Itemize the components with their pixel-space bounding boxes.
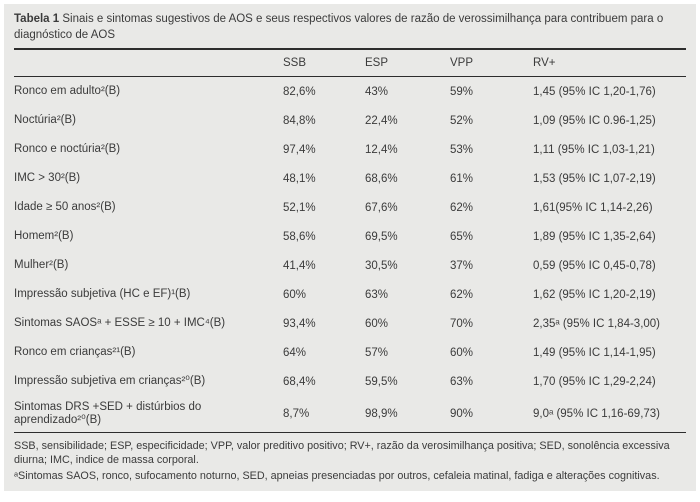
table-caption: Sinais e sintomas sugestivos de AOS e se… <box>14 13 664 41</box>
cell-ssb: 82,6% <box>283 85 316 98</box>
table-row: Ronco em adulto²(B) 82,6% 43% 59% 1,45 (… <box>14 77 686 106</box>
table-row: Ronco em crianças²¹(B) 64% 57% 60% 1,49 … <box>14 338 686 367</box>
table-number: Tabela 1 <box>14 13 60 25</box>
table-row: Ronco e noctúria²(B) 97,4% 12,4% 53% 1,1… <box>14 135 686 164</box>
row-label: Impressão subjetiva (HC e EF)¹(B) <box>14 288 191 300</box>
cell-esp: 98,9% <box>365 408 398 420</box>
cell-esp: 59,5% <box>365 375 398 388</box>
table-row: Mulher²(B) 41,4% 30,5% 37% 0,59 (95% IC … <box>14 251 686 280</box>
cell-esp: 22,4% <box>365 114 398 127</box>
cell-esp: 43% <box>365 85 389 98</box>
column-header-esp: ESP <box>365 57 389 69</box>
cell-ssb: 68,4% <box>283 375 316 388</box>
cell-vpp: 53% <box>450 143 474 156</box>
cell-esp: 67,6% <box>365 201 398 214</box>
table-row: Idade ≥ 50 anos²(B) 52,1% 67,6% 62% 1,61… <box>14 193 686 222</box>
table-row: IMC > 30²(B) 48,1% 68,6% 61% 1,53 (95% I… <box>14 164 686 193</box>
table-row: Noctúria²(B) 84,8% 22,4% 52% 1,09 (95% I… <box>14 106 686 135</box>
cell-vpp: 52% <box>450 114 474 127</box>
cell-ssb: 58,6% <box>283 230 316 243</box>
table-row: Sintomas DRS +SED + distúrbios do aprend… <box>14 396 686 432</box>
cell-ssb: 8,7% <box>283 408 310 420</box>
table-row: Sintomas SAOSᵃ + ESSE ≥ 10 + IMC⁴(B) 93,… <box>14 309 686 338</box>
cell-rv: 1,11 (95% IC 1,03-1,21) <box>533 143 655 156</box>
cell-rv: 1,89 (95% IC 1,35-2,64) <box>533 230 656 243</box>
header-rule <box>14 76 686 77</box>
table-title: Tabela 1 Sinais e sintomas sugestivos de… <box>14 11 686 43</box>
cell-esp: 30,5% <box>365 259 398 272</box>
cell-esp: 60% <box>365 317 389 330</box>
cell-vpp: 62% <box>450 201 474 214</box>
cell-ssb: 93,4% <box>283 317 316 330</box>
cell-vpp: 65% <box>450 230 474 243</box>
cell-esp: 57% <box>365 346 389 359</box>
cell-rv: 1,45 (95% IC 1,20-1,76) <box>533 85 656 98</box>
cell-rv: 1,61(95% IC 1,14-2,26) <box>533 201 653 214</box>
cell-esp: 68,6% <box>365 172 398 185</box>
cell-ssb: 60% <box>283 288 307 301</box>
cell-rv: 0,59 (95% IC 0,45-0,78) <box>533 259 656 272</box>
column-header-rv: RV+ <box>533 57 556 69</box>
cell-rv: 9,0ᵃ (95% IC 1,16-69,73) <box>533 408 661 420</box>
cell-esp: 12,4% <box>365 143 398 156</box>
cell-ssb: 64% <box>283 346 307 359</box>
cell-ssb: 84,8% <box>283 114 316 127</box>
row-label: IMC > 30²(B) <box>14 172 81 184</box>
cell-vpp: 62% <box>450 288 474 301</box>
cell-esp: 69,5% <box>365 230 398 243</box>
cell-rv: 1,49 (95% IC 1,14-1,95) <box>533 346 656 359</box>
cell-ssb: 48,1% <box>283 172 316 185</box>
row-label: Impressão subjetiva em crianças²⁰(B) <box>14 375 206 387</box>
footnote-abbreviations: SSB, sensibilidade; ESP, especificidade;… <box>14 440 670 466</box>
cell-rv: 1,09 (95% IC 0.96-1,25) <box>533 114 656 127</box>
row-label: Idade ≥ 50 anos²(B) <box>14 201 116 213</box>
cell-rv: 1,70 (95% IC 1,29-2,24) <box>533 375 656 388</box>
row-label: Noctúria²(B) <box>14 114 76 126</box>
row-label: Ronco e noctúria²(B) <box>14 143 121 155</box>
cell-vpp: 70% <box>450 317 474 330</box>
cell-rv: 1,62 (95% IC 1,20-2,19) <box>533 288 656 301</box>
column-header-ssb: SSB <box>283 57 307 69</box>
row-label: Ronco em adulto²(B) <box>14 85 121 97</box>
top-rule <box>14 48 686 50</box>
cell-ssb: 52,1% <box>283 201 316 214</box>
cell-vpp: 61% <box>450 172 474 185</box>
footnote-symptoms: ᵃSintomas SAOS, ronco, sufocamento notur… <box>14 470 660 482</box>
table-panel: Tabela 1 Sinais e sintomas sugestivos de… <box>4 4 696 491</box>
row-label: Homem²(B) <box>14 230 74 242</box>
row-label: Sintomas DRS +SED + distúrbios do aprend… <box>14 401 202 426</box>
table-row: Homem²(B) 58,6% 69,5% 65% 1,89 (95% IC 1… <box>14 222 686 251</box>
cell-rv: 2,35ᵃ (95% IC 1,84-3,00) <box>533 317 661 330</box>
cell-vpp: 63% <box>450 375 474 388</box>
cell-vpp: 59% <box>450 85 474 98</box>
cell-vpp: 90% <box>450 408 474 420</box>
cell-esp: 63% <box>365 288 389 301</box>
cell-ssb: 97,4% <box>283 143 316 156</box>
table-row: Impressão subjetiva (HC e EF)¹(B) 60% 63… <box>14 280 686 309</box>
table-row: Impressão subjetiva em crianças²⁰(B) 68,… <box>14 367 686 396</box>
row-label: Ronco em crianças²¹(B) <box>14 346 136 358</box>
cell-ssb: 41,4% <box>283 259 316 272</box>
bottom-rule <box>14 432 686 433</box>
header-row: SSB ESP VPP RV+ <box>14 50 686 76</box>
cell-vpp: 37% <box>450 259 474 272</box>
cell-vpp: 60% <box>450 346 474 359</box>
column-header-vpp: VPP <box>450 57 474 69</box>
row-label: Sintomas SAOSᵃ + ESSE ≥ 10 + IMC⁴(B) <box>14 317 226 329</box>
cell-rv: 1,53 (95% IC 1,07-2,19) <box>533 172 656 185</box>
row-label: Mulher²(B) <box>14 259 69 271</box>
